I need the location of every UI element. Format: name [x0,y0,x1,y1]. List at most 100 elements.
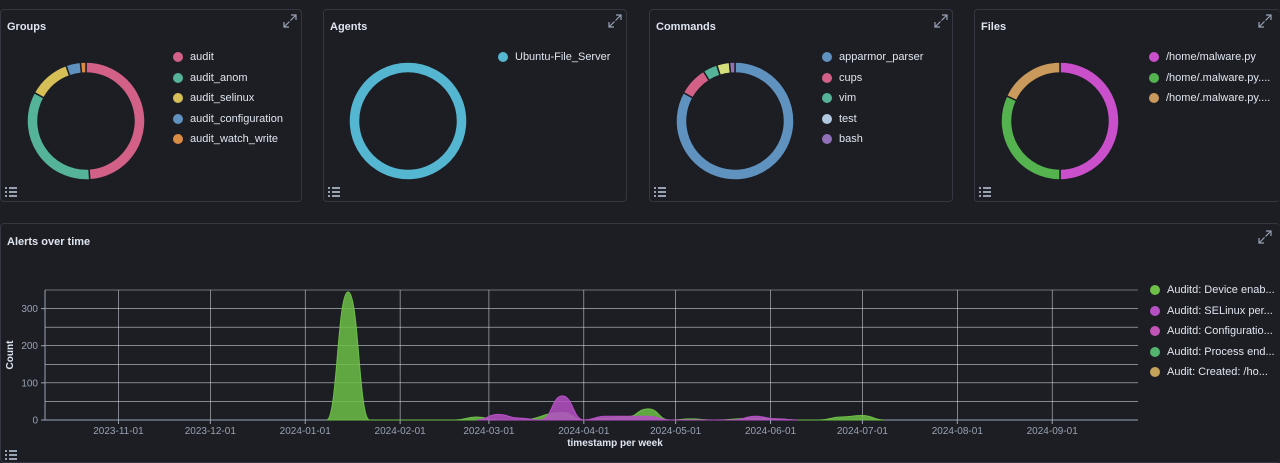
legend-label: audit_anom [190,71,248,84]
legend-label: audit_watch_write [190,133,279,146]
x-axis-title: timestamp per week [567,438,663,449]
legend-item[interactable]: vim [822,88,923,109]
donut-slice[interactable] [33,64,71,99]
y-tick-label: 100 [21,378,38,389]
legend-color-dot [173,52,183,63]
legend-color-dot [173,113,183,124]
x-tick-label: 2024-09-01 [1027,426,1079,437]
alerts-area-chart[interactable]: 2023-11-01 2023-12-01 2024-01-01 2024-02-01… [1,224,1141,458]
groups-legend: audit audit_anom audit_selinux audit_config… [173,47,283,150]
legend-label: Ubuntu-File_Server [515,51,611,64]
legend-item[interactable]: /home/.malware.py.... [1149,68,1270,89]
legend-color-dot [173,72,183,83]
legend-label: vim [839,92,857,105]
legend-color-dot [1150,305,1160,316]
donut-slice[interactable] [728,61,736,75]
agents-donut-chart[interactable] [343,56,473,186]
y-axis-title: Count [5,340,16,370]
legend-item[interactable]: /home/.malware.py.... [1149,88,1270,109]
files-panel: Files /home/malware.py/home/.malware.py.… [974,9,1280,202]
legend-color-dot [822,52,832,63]
legend-item[interactable]: /home/malware.py [1149,47,1270,68]
panel-title: Alerts over time [7,236,91,248]
expand-icon[interactable] [1258,230,1272,244]
legend-item[interactable]: apparmor_parser [822,47,923,68]
legend-toggle-icon[interactable] [328,187,340,197]
legend-item[interactable]: audit_watch_write [173,129,283,150]
legend-item[interactable]: test [822,109,923,130]
legend-item[interactable]: cups [822,68,923,89]
legend-label: Audit: Created: /ho... [1167,366,1268,379]
legend-toggle-icon[interactable] [5,450,17,460]
alerts-over-time-panel: Alerts over time 2023-11-01 2023-12-01 202… [0,223,1280,463]
x-tick-label: 2024-02-01 [375,426,427,437]
legend-color-dot [173,93,183,104]
legend-item[interactable]: Ubuntu-File_Server [498,47,610,68]
legend-toggle-icon[interactable] [654,187,666,197]
legend-item[interactable]: Audit: Created: /ho... [1150,362,1278,383]
commands-donut-chart[interactable] [670,56,800,186]
panel-title: Agents [330,21,368,33]
legend-color-dot [1150,367,1160,378]
expand-icon[interactable] [608,14,622,28]
legend-label: Auditd: Device enab... [1167,284,1275,297]
panel-title: Files [981,21,1007,33]
x-tick-label: 2024-05-01 [650,426,702,437]
legend-color-dot [1150,326,1160,337]
donut-slice[interactable] [675,61,795,181]
donut-slice[interactable] [1005,61,1061,102]
legend-label: audit_selinux [190,92,255,105]
files-donut-chart[interactable] [995,56,1125,186]
legend-item[interactable]: audit_selinux [173,88,283,109]
donut-slice[interactable] [1000,94,1061,181]
expand-icon[interactable] [283,14,297,28]
legend-label: Auditd: Process end... [1167,345,1275,358]
expand-icon[interactable] [1258,14,1272,28]
donut-slice[interactable] [79,61,87,75]
donut-slice[interactable] [348,61,468,181]
legend-item[interactable]: bash [822,129,923,150]
donut-slice[interactable] [1059,61,1120,181]
groups-donut-chart[interactable] [21,56,151,186]
groups-panel: Groups audit audit_anom audit_selinux audit… [0,9,302,202]
legend-item[interactable]: audit_configuration [173,109,283,130]
legend-color-dot [822,72,832,83]
donut-slice[interactable] [26,91,91,181]
legend-toggle-icon[interactable] [5,187,17,197]
panel-title: Commands [656,21,716,33]
legend-item[interactable]: Auditd: Process end... [1150,342,1278,363]
panel-title: Groups [7,21,47,33]
legend-label: apparmor_parser [839,51,924,64]
area-series[interactable] [476,395,799,421]
legend-item[interactable]: audit_anom [173,68,283,89]
legend-label: audit_configuration [190,112,283,125]
legend-color-dot [1149,72,1159,83]
y-tick-label: 300 [21,304,38,315]
legend-label: /home/malware.py [1166,51,1256,64]
expand-icon[interactable] [934,14,948,28]
files-legend: /home/malware.py/home/.malware.py.... /ho… [1149,47,1270,109]
x-tick-label: 2024-08-01 [932,426,984,437]
x-tick-label: 2023-12-01 [185,426,237,437]
legend-color-dot [498,52,508,63]
donut-slice[interactable] [715,61,732,77]
agents-panel: Agents Ubuntu-File_Server [323,9,627,202]
legend-color-dot [1149,93,1159,104]
legend-toggle-icon[interactable] [979,187,991,197]
legend-label: test [839,112,857,125]
legend-label: Auditd: SELinux per... [1167,304,1273,317]
donut-slice[interactable] [65,61,83,77]
x-tick-label: 2024-04-01 [558,426,610,437]
donut-slice[interactable] [85,61,146,181]
x-tick-label: 2024-03-01 [463,426,515,437]
legend-label: bash [839,133,863,146]
legend-item[interactable]: Auditd: SELinux per... [1150,301,1278,322]
legend-item[interactable]: Auditd: Device enab... [1150,280,1278,301]
legend-color-dot [822,93,832,104]
x-tick-label: 2024-07-01 [837,426,889,437]
legend-label: /home/.malware.py.... [1166,71,1271,84]
legend-item[interactable]: Auditd: Configuratio... [1150,321,1278,342]
legend-item[interactable]: audit [173,47,283,68]
area-series[interactable] [326,291,884,421]
